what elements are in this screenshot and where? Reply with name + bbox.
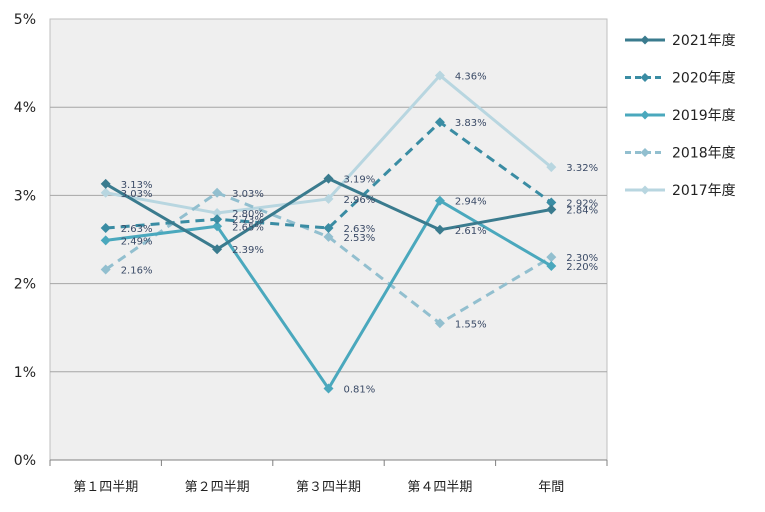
data-point-marker <box>546 204 557 215</box>
data-point-marker <box>100 235 111 246</box>
y-tick-label: 3% <box>14 188 36 204</box>
legend-marker <box>640 148 650 157</box>
x-tick-label: 第３四半期 <box>296 480 361 495</box>
data-label: 2.53% <box>344 233 376 244</box>
data-point-marker <box>546 162 557 173</box>
data-point-marker <box>546 260 557 271</box>
legend-marker <box>640 35 650 45</box>
data-point-marker <box>323 223 334 234</box>
legend-label: 2019年度 <box>672 108 736 124</box>
legend-marker <box>640 185 650 195</box>
data-point-marker <box>100 187 111 198</box>
data-point-marker <box>434 70 445 81</box>
x-tick-label: 第２四半期 <box>185 480 250 495</box>
data-point-marker <box>434 117 445 128</box>
data-label: 2.94% <box>455 197 487 208</box>
y-tick-label: 2% <box>14 277 36 293</box>
data-label: 2.61% <box>455 226 487 237</box>
data-point-marker <box>323 173 334 184</box>
x-tick-label: 第１四半期 <box>73 480 138 495</box>
data-point-marker <box>323 383 334 394</box>
y-tick-label: 1% <box>14 365 36 381</box>
data-label: 2.63% <box>121 224 153 235</box>
data-point-marker <box>546 197 557 208</box>
data-point-marker <box>434 318 445 329</box>
data-point-marker <box>212 221 223 232</box>
data-label: 3.13% <box>121 180 153 191</box>
data-label: 1.55% <box>455 319 487 330</box>
y-tick-label: 4% <box>14 100 36 116</box>
data-point-marker <box>323 231 334 242</box>
data-point-marker <box>546 252 557 263</box>
data-label: 2.65% <box>232 222 264 233</box>
data-label: 2.96% <box>344 195 376 206</box>
data-label: 2.30% <box>566 253 598 264</box>
data-label: 0.81% <box>344 385 376 396</box>
data-label: 2.20% <box>566 262 598 273</box>
data-point-marker <box>323 193 334 204</box>
data-label: 2.84% <box>566 206 598 217</box>
data-point-marker <box>434 224 445 235</box>
data-point-marker <box>212 214 223 225</box>
y-tick-label: 0% <box>14 453 36 469</box>
data-label: 2.80% <box>232 209 264 220</box>
data-label: 4.36% <box>455 71 487 82</box>
data-label: 2.49% <box>121 236 153 247</box>
data-label: 3.03% <box>121 189 153 200</box>
x-tick-label: 年間 <box>538 480 564 495</box>
data-point-marker <box>434 195 445 206</box>
legend-marker <box>640 73 650 82</box>
data-label: 2.63% <box>344 224 376 235</box>
data-label: 2.39% <box>232 245 264 256</box>
legend-label: 2018年度 <box>672 146 736 162</box>
y-tick-label: 5% <box>14 12 36 28</box>
data-label: 2.73% <box>232 215 264 226</box>
data-label: 3.32% <box>566 163 598 174</box>
x-tick-label: 第４四半期 <box>407 480 472 495</box>
legend-marker <box>640 110 650 120</box>
legend-label: 2020年度 <box>672 71 736 87</box>
data-point-marker <box>100 264 111 275</box>
data-point-marker <box>212 244 223 255</box>
legend-label: 2017年度 <box>672 183 736 199</box>
data-label: 2.92% <box>566 198 598 209</box>
data-point-marker <box>212 208 223 219</box>
legend-label: 2021年度 <box>672 33 736 49</box>
series-line <box>105 120 553 230</box>
data-label: 3.83% <box>455 118 487 129</box>
data-label: 3.03% <box>232 189 264 200</box>
data-point-marker <box>100 223 111 234</box>
data-point-marker <box>100 178 111 189</box>
data-point-marker <box>212 187 223 198</box>
data-label: 2.16% <box>121 265 153 276</box>
data-label: 3.19% <box>344 175 376 186</box>
